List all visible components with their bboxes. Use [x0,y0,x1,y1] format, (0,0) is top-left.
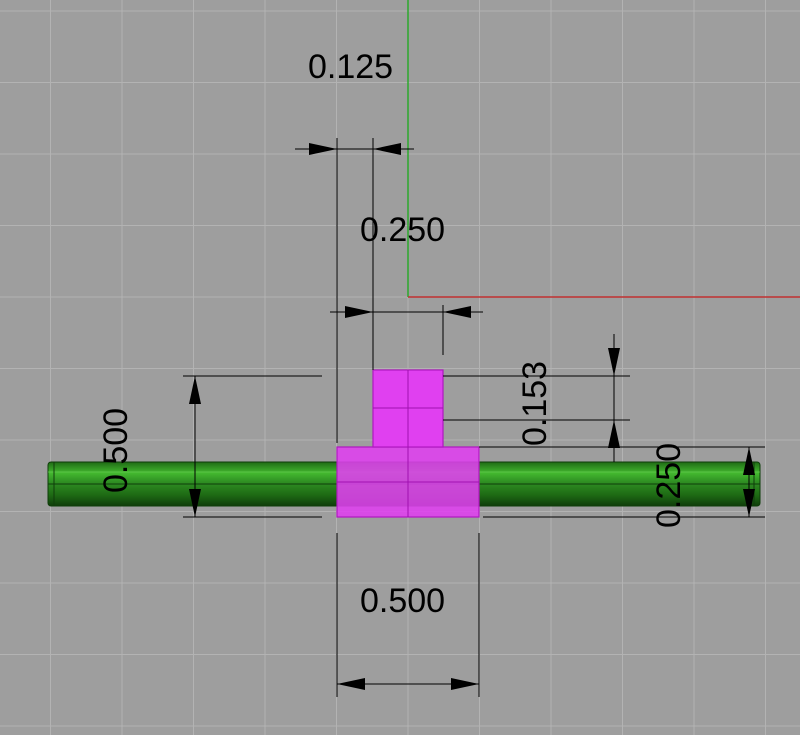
dim-hub-height[interactable]: 0.250 [479,443,765,528]
dim-boss-width-label: 0.250 [360,211,445,249]
dim-top-offset[interactable]: 0.125 [295,48,414,443]
dim-hub-height-label: 0.250 [650,443,688,528]
dim-hub-width[interactable]: 0.500 [336,533,480,697]
dim-overall-height[interactable]: 0.500 [97,375,322,518]
dim-boss-height[interactable]: 0.153 [443,334,630,462]
dim-top-offset-label: 0.125 [308,48,393,86]
dim-hub-width-label: 0.500 [360,582,445,620]
dim-overall-height-label: 0.500 [97,408,135,493]
dim-boss-width[interactable]: 0.250 [330,211,483,355]
dim-boss-height-label: 0.153 [516,361,554,446]
hub-part[interactable] [336,369,480,518]
